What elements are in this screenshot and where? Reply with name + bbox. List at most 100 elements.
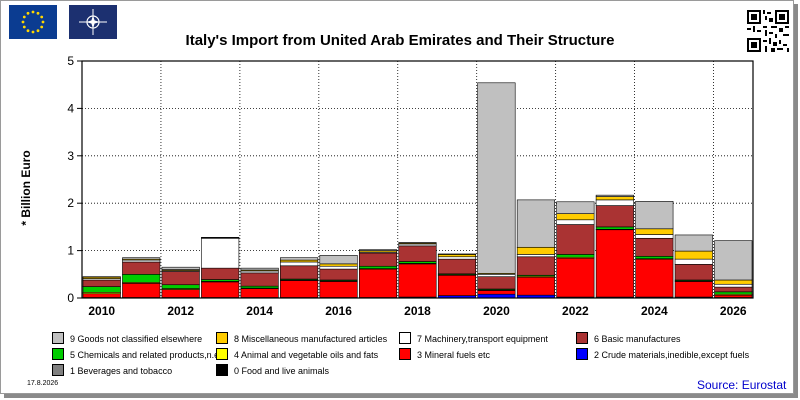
- bar-segment: [280, 265, 319, 280]
- legend-label: 0 Food and live animals: [234, 366, 330, 376]
- bar-segment: [556, 219, 595, 225]
- bar-segment: [240, 288, 279, 298]
- bar-segment: [358, 268, 398, 298]
- legend-label: 7 Machinery,transport equipment: [417, 334, 548, 344]
- bar-segment: [161, 266, 200, 270]
- bar-segment: [674, 264, 713, 281]
- bar-segment: [635, 228, 674, 235]
- legend-swatch: [399, 332, 411, 344]
- bar-segment: [674, 258, 713, 265]
- bar-segment: [319, 281, 358, 298]
- bar-segment: [358, 265, 398, 269]
- bar-segment: [595, 199, 634, 206]
- chart-title: Italy's Import from United Arab Emirates…: [185, 32, 615, 49]
- bar-segment: [319, 268, 358, 281]
- bar-segment: [714, 286, 753, 293]
- qr-code-icon: [747, 10, 789, 52]
- legend-swatch: [216, 348, 228, 360]
- bar-segment: [635, 234, 674, 239]
- legend-swatch: [216, 364, 228, 376]
- bar-segment: [714, 240, 753, 281]
- bar-segment: [635, 201, 674, 230]
- x-tick-label: 2018: [404, 304, 431, 318]
- bar-segment: [319, 263, 358, 267]
- legend-label: 4 Animal and vegetable oils and fats: [234, 350, 379, 360]
- bar-segment: [280, 257, 319, 261]
- legend-swatch: [576, 348, 588, 360]
- plot-border: [81, 60, 754, 299]
- bar-segment: [201, 237, 240, 239]
- legend-item: 6 Basic manufactures: [576, 332, 681, 344]
- bar-segment: [319, 265, 358, 270]
- bar-segment: [437, 254, 477, 258]
- x-tick-label: 2012: [167, 304, 194, 318]
- bar-segment: [122, 257, 161, 260]
- bar-segment: [556, 213, 595, 221]
- legend-swatch: [216, 332, 228, 344]
- legend-item: 2 Crude materials,inedible,except fuels: [576, 348, 749, 360]
- bar-segment: [516, 276, 555, 296]
- bar-segment: [556, 257, 595, 298]
- bar-segment: [201, 237, 240, 269]
- legend-item: 5 Chemicals and related products,n.e.s.: [52, 348, 229, 360]
- bar-segment: [714, 291, 753, 295]
- y-tick-label: 3: [67, 149, 74, 163]
- bar-segment: [240, 272, 279, 287]
- bar-segment: [595, 196, 634, 201]
- bar-segment: [358, 249, 398, 251]
- legend-label: 1 Beverages and tobacco: [70, 366, 173, 376]
- eu-flag-icon: [9, 5, 57, 39]
- y-tick-label: 1: [67, 244, 74, 258]
- bar-segment: [477, 290, 516, 295]
- bar-segment: [161, 271, 200, 286]
- legend-label: 8 Miscellaneous manufactured articles: [234, 334, 388, 344]
- x-tick-label: 2014: [246, 304, 273, 318]
- bar-segment: [516, 256, 555, 276]
- bar-segment: [201, 281, 240, 298]
- y-tick-label: 5: [67, 54, 74, 68]
- bar-segment: [556, 224, 595, 255]
- bar-segment: [516, 246, 555, 255]
- legend-item: 7 Machinery,transport equipment: [399, 332, 548, 344]
- legend-swatch: [576, 332, 588, 344]
- legend-label: 2 Crude materials,inedible,except fuels: [594, 350, 750, 360]
- legend-item: 9 Goods not classified elsewhere: [52, 332, 202, 344]
- x-tick-label: 2020: [483, 304, 510, 318]
- nato-flag-icon: [69, 5, 117, 39]
- bar-segment: [437, 258, 477, 275]
- bar-segment: [437, 256, 477, 260]
- bar-segment: [477, 276, 516, 290]
- bar-segment: [714, 294, 753, 298]
- bar-segment: [398, 242, 437, 244]
- bar-segment: [82, 276, 121, 278]
- date-stamp: 17.8.2026: [27, 380, 59, 387]
- bar-segment: [635, 237, 674, 257]
- bar-segment: [398, 263, 437, 298]
- bar-segment: [358, 252, 398, 267]
- x-tick-label: 2024: [641, 304, 668, 318]
- bar-segment: [674, 250, 713, 260]
- bar-segment: [161, 284, 200, 289]
- x-tick-label: 2026: [720, 304, 747, 318]
- bar-segment: [516, 254, 555, 258]
- bar-segment: [595, 194, 634, 197]
- legend-label: 5 Chemicals and related products,n.e.s.: [70, 350, 229, 360]
- bar-segment: [595, 205, 634, 228]
- bar-segment: [674, 281, 713, 298]
- x-tick-label: 2022: [562, 304, 589, 318]
- bar-segment: [280, 280, 319, 298]
- bar-segment: [714, 283, 753, 288]
- bar-segment: [161, 289, 200, 298]
- bar-segment: [595, 226, 634, 230]
- bar-segment: [437, 253, 477, 255]
- y-tick-label: 0: [67, 291, 74, 305]
- source-note: Source: Eurostat: [697, 378, 787, 392]
- y-tick-label: 4: [67, 101, 74, 115]
- legend-item: 8 Miscellaneous manufactured articles: [216, 332, 387, 344]
- bar-segment: [714, 279, 753, 285]
- bar-segment: [122, 261, 161, 275]
- bar-segment: [122, 273, 161, 283]
- bar-segment: [437, 274, 477, 296]
- bar-segment: [635, 255, 674, 259]
- legend-swatch: [52, 364, 64, 376]
